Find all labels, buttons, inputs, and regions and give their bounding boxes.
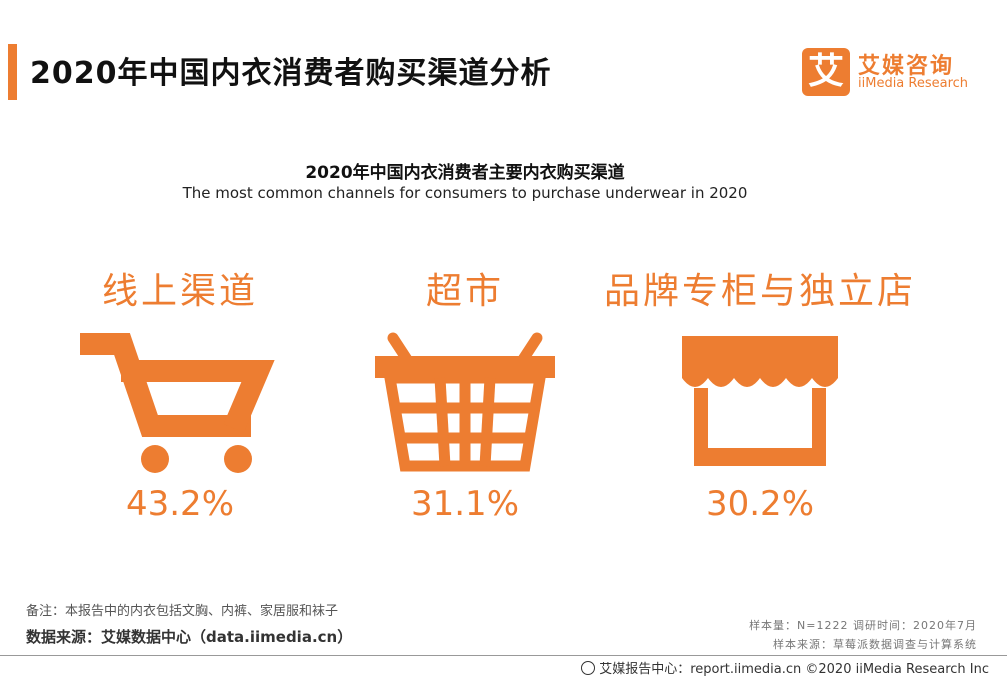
- footer-divider: [0, 655, 1007, 656]
- channel-brand-store: 品牌专柜与独立店 30.2%: [590, 262, 930, 524]
- brand-name-cn: 艾媒咨询: [858, 54, 955, 79]
- chart-title: 2020年中国内衣消费者主要内衣购买渠道: [305, 163, 625, 183]
- copyright-text: 艾媒报告中心：report.iimedia.cn ©2020 iiMedia R…: [599, 662, 989, 677]
- chart-subtitle: The most common channels for consumers t…: [182, 184, 748, 202]
- globe-icon: [581, 661, 596, 675]
- channel-value: 30.2%: [705, 484, 814, 524]
- shopping-basket-icon: [375, 332, 555, 472]
- channel-value: 31.1%: [410, 484, 519, 524]
- channel-label: 品牌专柜与独立店: [603, 271, 916, 312]
- brand-name-en: iiMedia Research: [858, 76, 969, 91]
- sample-source: 样本来源：草莓派数据调查与计算系统: [773, 638, 977, 651]
- copyright-footer: 艾媒报告中心：report.iimedia.cn ©2020 iiMedia R…: [581, 658, 989, 677]
- brand-mark: 艾: [802, 48, 850, 96]
- channel-label: 线上渠道: [101, 271, 258, 312]
- page-title: 2020年中国内衣消费者购买渠道分析: [30, 56, 552, 91]
- brand-logo: 艾 艾媒咨询 iiMedia Research: [802, 48, 982, 98]
- shopping-cart-icon: [80, 333, 275, 473]
- title-accent-bar: [8, 44, 17, 100]
- channel-supermarket: 超市 31.1%: [295, 262, 635, 524]
- sample-info: 样本量：N=1222 调研时间：2020年7月: [749, 619, 977, 632]
- footnote: 备注：本报告中的内衣包括文胸、内裤、家居服和袜子: [26, 604, 339, 619]
- channel-label: 超市: [425, 271, 504, 312]
- channel-value: 43.2%: [125, 484, 234, 524]
- data-source: 数据来源：艾媒数据中心（data.iimedia.cn）: [26, 628, 353, 646]
- channel-online: 线上渠道 43.2%: [10, 262, 350, 524]
- storefront-icon: [682, 336, 838, 466]
